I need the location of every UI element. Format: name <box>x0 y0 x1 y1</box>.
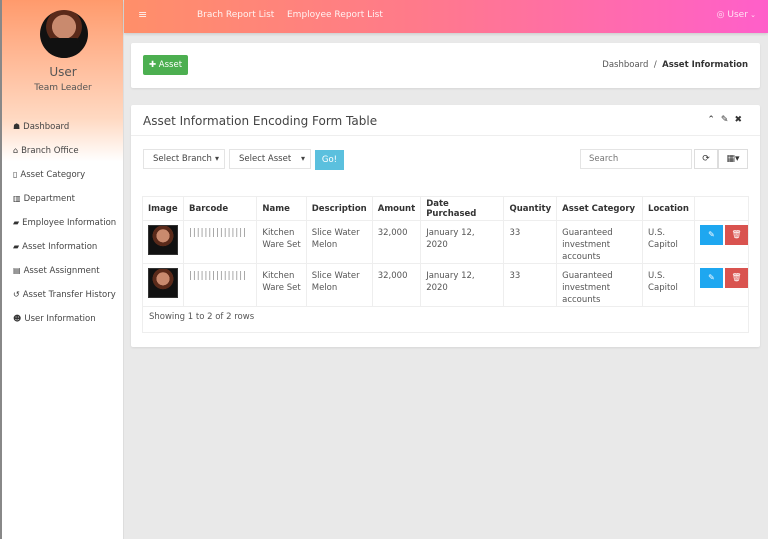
search-input[interactable] <box>580 149 692 169</box>
sidebar-item-dashboard[interactable]: ☗ Dashboard <box>13 122 70 132</box>
cell-category: Guaranteed investment accounts <box>556 263 644 307</box>
panel-tools[interactable]: ⌃✎✖ <box>707 115 748 125</box>
user-name: User <box>49 65 77 79</box>
chevron-down-icon: ⌄ <box>747 11 756 19</box>
user-role: Team Leader <box>34 83 92 93</box>
edit-icon[interactable]: ✎ <box>700 225 723 245</box>
cell-amount: 32,000 <box>371 263 422 307</box>
folder-open-icon: ▰ <box>13 218 20 227</box>
select-asset[interactable]: Select Asset <box>229 149 311 169</box>
column-header-quantity[interactable]: Quantity <box>503 196 558 221</box>
menu-toggle-icon[interactable]: ≡ <box>138 8 148 21</box>
column-header-name[interactable]: Name <box>256 196 307 221</box>
cell-location: U.S. Capitol <box>642 220 695 264</box>
cell-amount: 32,000 <box>371 220 422 264</box>
user-menu[interactable]: ◎ User ⌄ <box>716 10 756 20</box>
sidebar-item-user-information[interactable]: ☻ User Information <box>13 314 96 324</box>
trash-icon[interactable]: 🗑 <box>725 268 748 288</box>
column-header-description[interactable]: Description <box>305 196 373 221</box>
columns-toggle-icon[interactable]: ▦▾ <box>718 149 748 169</box>
cell-date: January 12, 2020 <box>420 220 505 264</box>
user-circle-icon: ◎ <box>716 10 728 20</box>
cell-description: Slice Water Melon <box>305 263 373 307</box>
refresh-icon[interactable]: ⟳ <box>694 149 718 169</box>
breadcrumb: Dashboard / Asset Information <box>602 60 748 70</box>
cell-barcode: ||||||||||||||| <box>182 220 258 264</box>
cell-description: Slice Water Melon <box>305 220 373 264</box>
file-icon: ▯ <box>13 170 18 179</box>
nav-link-branch-report[interactable]: Brach Report List <box>197 10 275 20</box>
column-header-barcode[interactable]: Barcode <box>182 196 258 221</box>
sidebar-item-asset-transfer-history[interactable]: ↺ Asset Transfer History <box>13 290 116 300</box>
cell-name: Kitchen Ware Set <box>256 220 307 264</box>
avatar <box>40 10 88 58</box>
folder-open-icon: ▰ <box>13 242 20 251</box>
asset-table: Image Barcode Name Description Amount Date Pu… <box>142 196 749 307</box>
history-icon: ↺ <box>13 290 20 299</box>
column-header-date-purchased[interactable]: Date Purchased <box>420 196 505 221</box>
trash-icon[interactable]: 🗑 <box>725 225 748 245</box>
breadcrumb-current: Asset Information <box>662 60 748 70</box>
cell-barcode: ||||||||||||||| <box>182 263 258 307</box>
cell-quantity: 33 <box>503 220 558 264</box>
table-row: ||||||||||||||| Kitchen Ware Set Slice W… <box>142 263 749 307</box>
column-header-actions <box>694 196 749 221</box>
top-header: ≡ Brach Report List Employee Report List… <box>124 0 768 33</box>
list-alt-icon: ▤ <box>13 266 21 275</box>
breadcrumb-dashboard[interactable]: Dashboard <box>602 60 649 70</box>
sidebar-item-employee-information[interactable]: ▰ Employee Information <box>13 218 117 228</box>
column-header-asset-category[interactable]: Asset Category <box>556 196 644 221</box>
asset-panel: Asset Information Encoding Form Table ⌃✎… <box>131 105 760 347</box>
sidebar-item-asset-assignment[interactable]: ▤ Asset Assignment <box>13 266 100 276</box>
cell-date: January 12, 2020 <box>420 263 505 307</box>
sidebar: User Team Leader ☗ Dashboard ⌂ Branch Offic… <box>0 0 124 539</box>
top-card: ✚ Asset Dashboard / Asset Information <box>131 43 760 88</box>
bank-icon: ▥ <box>13 194 21 203</box>
nav-link-employee-report[interactable]: Employee Report List <box>287 10 383 20</box>
sidebar-item-department[interactable]: ▥ Department <box>13 194 75 204</box>
asset-image <box>148 225 178 255</box>
asset-image <box>148 268 178 298</box>
cell-name: Kitchen Ware Set <box>256 263 307 307</box>
home-icon: ⌂ <box>13 146 19 155</box>
panel-title: Asset Information Encoding Form Table <box>143 114 378 128</box>
cell-category: Guaranteed investment accounts <box>556 220 644 264</box>
column-header-location[interactable]: Location <box>642 196 695 221</box>
users-icon: ☻ <box>13 314 22 323</box>
sidebar-item-asset-information[interactable]: ▰ Asset Information <box>13 242 98 252</box>
sidebar-item-branch-office[interactable]: ⌂ Branch Office <box>13 146 79 156</box>
table-row: ||||||||||||||| Kitchen Ware Set Slice W… <box>142 220 749 264</box>
sidebar-nav: ☗ Dashboard ⌂ Branch Office ▯ Asset Category ▥… <box>13 120 116 336</box>
column-header-amount[interactable]: Amount <box>371 196 422 221</box>
edit-icon[interactable]: ✎ <box>700 268 723 288</box>
add-asset-button[interactable]: ✚ Asset <box>143 55 188 75</box>
pagination-info: Showing 1 to 2 of 2 rows <box>142 301 749 333</box>
go-button[interactable]: Go! <box>315 150 344 170</box>
sidebar-item-asset-category[interactable]: ▯ Asset Category <box>13 170 86 180</box>
select-branch[interactable]: Select Branch <box>143 149 225 169</box>
dashboard-icon: ☗ <box>13 122 21 131</box>
cell-location: U.S. Capitol <box>642 263 695 307</box>
column-header-image[interactable]: Image <box>142 196 184 221</box>
